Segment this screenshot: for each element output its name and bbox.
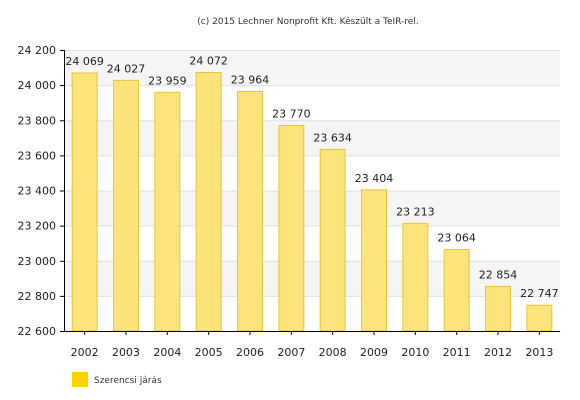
x-tick-label: 2002 (71, 346, 99, 359)
data-label: 23 964 (231, 73, 270, 86)
x-tick-label: 2013 (525, 346, 553, 359)
data-label: 23 770 (272, 108, 311, 121)
legend: Szerencsi járás (72, 372, 162, 387)
bar (443, 249, 470, 332)
data-label: 24 027 (107, 62, 146, 75)
x-tick-label: 2006 (236, 346, 264, 359)
y-tick-label: 23 600 (18, 149, 57, 162)
x-tick-label: 2009 (360, 346, 388, 359)
bar (113, 79, 139, 332)
legend-swatch (72, 372, 88, 387)
data-label: 22 854 (479, 268, 518, 281)
chart-credit: (c) 2015 Lechner Nonprofit Kft. Készült … (197, 16, 418, 27)
y-tick-label: 23 800 (18, 114, 57, 127)
plot-band (64, 260, 560, 296)
bar (154, 91, 181, 332)
bar (361, 189, 387, 332)
data-label: 24 069 (65, 55, 104, 68)
y-tick-label: 22 600 (18, 325, 57, 338)
data-label: 23 064 (437, 232, 476, 245)
data-label: 23 634 (313, 131, 352, 144)
axes (60, 50, 560, 335)
bar (485, 285, 511, 332)
bar (195, 71, 222, 332)
bar (71, 72, 98, 332)
y-tick-label: 23 000 (18, 255, 57, 268)
bar (526, 304, 553, 332)
y-tick-label: 23 400 (18, 185, 57, 198)
y-tick-label: 22 800 (18, 290, 57, 303)
bar (402, 222, 429, 332)
bar (278, 125, 305, 332)
x-tick-label: 2008 (319, 346, 347, 359)
x-tick-label: 2005 (195, 346, 223, 359)
bar (237, 90, 263, 332)
x-tick-label: 2003 (112, 346, 140, 359)
x-tick-label: 2011 (443, 346, 471, 359)
data-label: 23 959 (148, 74, 187, 87)
bar-series (71, 71, 553, 332)
data-label: 24 072 (189, 54, 228, 67)
x-tick-label: 2004 (153, 346, 181, 359)
y-axis-tick-labels: 22 600 22 800 23 000 23 200 23 400 23 600 23 8… (18, 44, 57, 338)
data-label: 23 404 (355, 172, 394, 185)
plot-background-bands (64, 50, 560, 296)
x-tick-label: 2012 (484, 346, 512, 359)
x-tick-label: 2007 (277, 346, 305, 359)
plot-band (64, 190, 560, 226)
plot-band (64, 50, 560, 86)
y-tick-label: 23 200 (18, 220, 57, 233)
legend-label: Szerencsi járás (94, 376, 162, 386)
data-label: 22 747 (520, 287, 559, 300)
x-axis-tick-labels: 2002 2003 2004 2005 2006 2007 2008 2009 2010 2011… (71, 346, 554, 359)
y-tick-label: 24 200 (18, 44, 57, 57)
plot-band (64, 120, 560, 156)
y-tick-label: 24 000 (18, 79, 57, 92)
bar (319, 148, 346, 332)
x-tick-label: 2010 (401, 346, 429, 359)
data-label: 23 213 (396, 205, 435, 218)
